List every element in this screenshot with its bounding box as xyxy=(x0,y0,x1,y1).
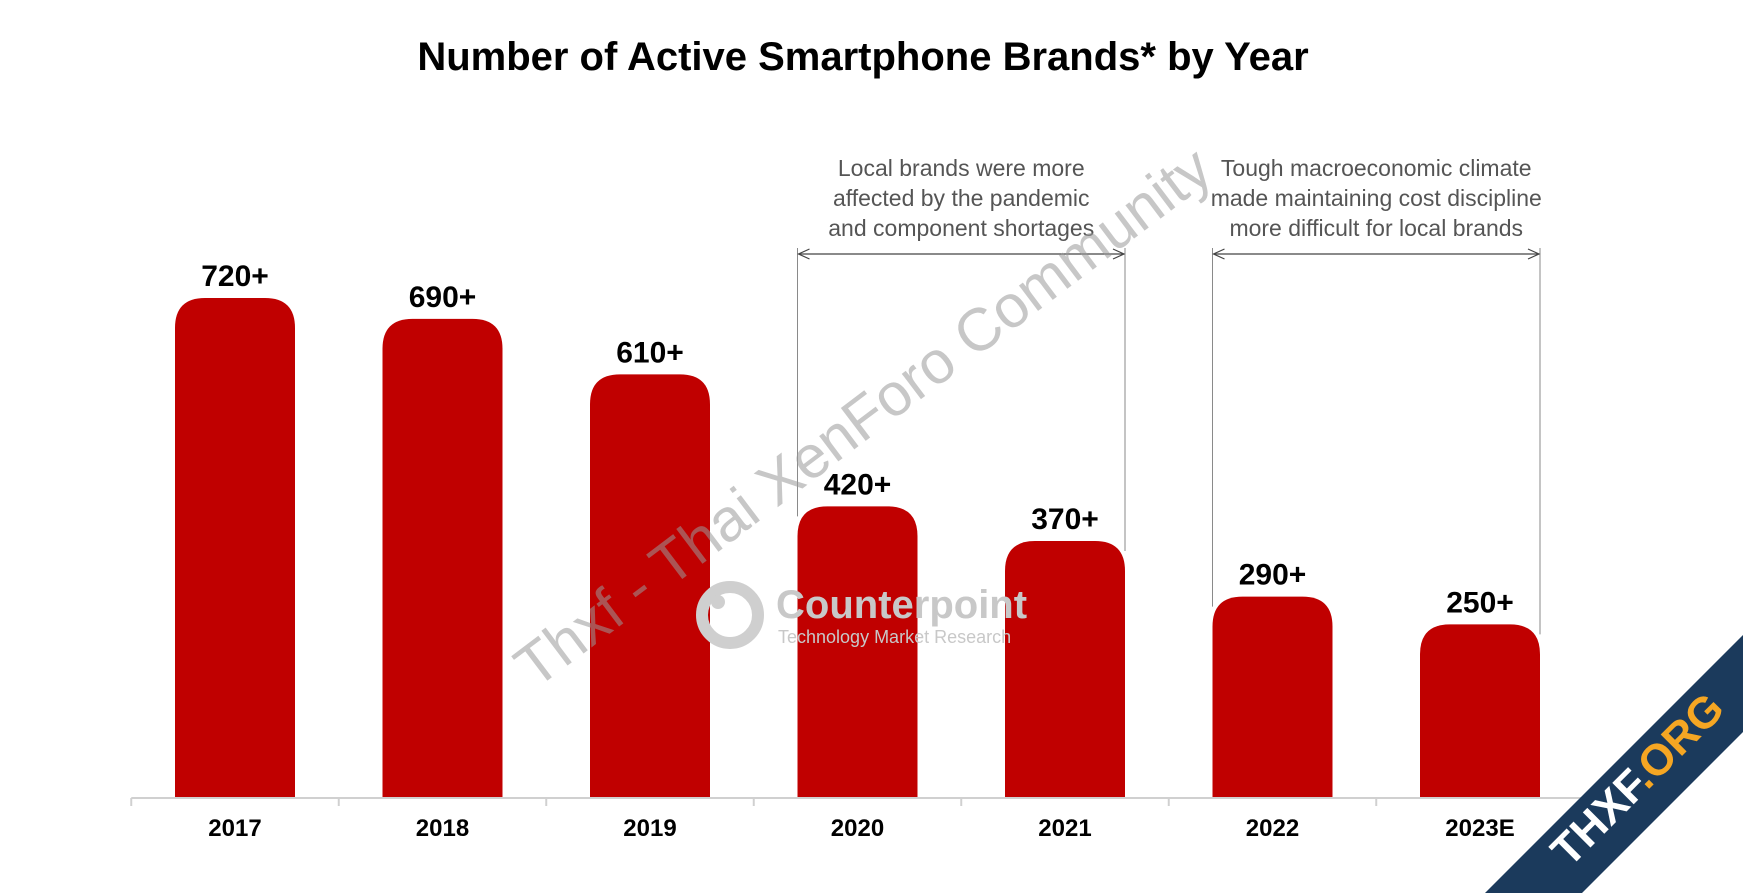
counterpoint-logo-dot-icon xyxy=(711,595,725,609)
annotation-text-line: made maintaining cost discipline xyxy=(1211,185,1542,211)
annotation-2: Tough macroeconomic climate made maintain… xyxy=(1211,155,1542,635)
x-tick-2023E: 2023E xyxy=(1445,815,1514,842)
annotation-text-line: Tough macroeconomic climate xyxy=(1221,155,1532,181)
value-labels: 720+ 690+ 610+ 420+ 370+ 290+ 250+ xyxy=(201,260,1514,619)
logo-name: Counterpoint xyxy=(776,583,1027,627)
logo-tagline: Technology Market Research xyxy=(778,627,1011,647)
arrow-right-icon xyxy=(1527,248,1541,260)
bar-2020 xyxy=(797,506,918,798)
bars xyxy=(175,298,1540,798)
arrow-right-icon xyxy=(1112,248,1126,260)
value-label-2017: 720+ xyxy=(201,260,269,293)
x-tick-2022: 2022 xyxy=(1246,815,1299,842)
value-label-2022: 290+ xyxy=(1239,559,1307,592)
value-label-2023E: 250+ xyxy=(1446,586,1514,619)
annotation-text-line: Local brands were more xyxy=(838,155,1085,181)
arrow-left-icon xyxy=(1212,248,1225,260)
counterpoint-logo-icon xyxy=(696,581,764,649)
corner-ribbon-text: THXF.ORG xyxy=(1542,684,1734,876)
bar-2019 xyxy=(590,374,710,798)
annotation-text-line: affected by the pandemic xyxy=(833,185,1090,211)
value-label-2018: 690+ xyxy=(409,281,477,314)
bar-2021 xyxy=(1005,541,1125,798)
annotation-1: Local brands were more affected by the pa… xyxy=(797,155,1126,552)
annotations: Local brands were more affected by the pa… xyxy=(797,155,1542,635)
value-label-2020: 420+ xyxy=(824,468,892,501)
value-label-2021: 370+ xyxy=(1031,503,1099,536)
x-tick-2021: 2021 xyxy=(1038,815,1091,842)
x-tick-2017: 2017 xyxy=(208,815,261,842)
annotation-text-line: more difficult for local brands xyxy=(1229,215,1523,241)
chart-title: Number of Active Smartphone Brands* by Y… xyxy=(417,35,1308,79)
bar-2023E xyxy=(1420,624,1540,798)
corner-ribbon-shape xyxy=(1485,635,1743,893)
counterpoint-logo-watermark: Counterpoint Technology Market Research xyxy=(696,581,1027,649)
value-label-2019: 610+ xyxy=(616,336,684,369)
bar-2017 xyxy=(175,298,295,798)
arrow-left-icon xyxy=(797,248,810,260)
x-tick-2018: 2018 xyxy=(416,815,469,842)
x-tick-labels: 2017 2018 2019 2020 2021 2022 2023E xyxy=(208,815,1514,842)
x-tick-2020: 2020 xyxy=(831,815,884,842)
annotation-text-line: and component shortages xyxy=(828,215,1094,241)
x-tick-2019: 2019 xyxy=(623,815,676,842)
x-axis xyxy=(130,797,1585,806)
bar-2018 xyxy=(382,318,503,798)
bar-2022 xyxy=(1212,596,1333,798)
